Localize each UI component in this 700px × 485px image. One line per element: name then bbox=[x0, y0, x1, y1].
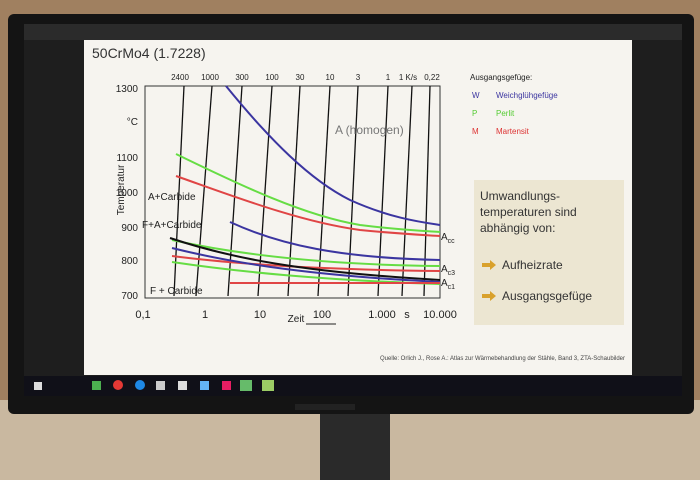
rate-label: 30 bbox=[296, 73, 305, 82]
rate-label: 3 bbox=[356, 73, 361, 82]
y-label: 1300 bbox=[116, 84, 139, 95]
info-line: Umwandlungs- bbox=[480, 189, 560, 203]
rate-label: 1 K/s bbox=[399, 73, 417, 82]
region-label: F + Carbide bbox=[150, 286, 203, 297]
rate-label: 300 bbox=[235, 73, 249, 82]
y-label: 800 bbox=[121, 256, 138, 267]
y-axis-title: Temperatur bbox=[116, 164, 127, 215]
legend-key: W bbox=[472, 91, 480, 100]
app-icon[interactable] bbox=[113, 380, 123, 390]
legend-key: P bbox=[472, 109, 477, 118]
region-label: A+Carbide bbox=[148, 192, 196, 203]
rate-label: 100 bbox=[265, 73, 279, 82]
x-label: 1 bbox=[202, 309, 208, 321]
x-label: 0,1 bbox=[135, 309, 150, 321]
x-unit: s bbox=[404, 309, 410, 321]
x-label: 100 bbox=[313, 309, 331, 321]
app-icon[interactable] bbox=[262, 380, 274, 391]
rate-label: 1 bbox=[386, 73, 391, 82]
region-label: F+A+Carbide bbox=[142, 220, 202, 231]
curve-label-sub: c1 bbox=[448, 284, 456, 291]
legend-text: Weichglühgefüge bbox=[496, 91, 558, 100]
rate-label: 10 bbox=[326, 73, 335, 82]
app-icon[interactable] bbox=[240, 380, 252, 391]
slide-title: 50CrMo4 (1.7228) bbox=[92, 45, 206, 61]
legend-title: Ausgangsgefüge: bbox=[470, 73, 532, 82]
app-icon[interactable] bbox=[92, 381, 101, 390]
curve-label-sub: cc bbox=[448, 238, 456, 245]
legend-text: Martensit bbox=[496, 127, 530, 136]
legend-key: M bbox=[472, 127, 479, 136]
x-label: 10 bbox=[254, 309, 266, 321]
x-axis-title: Zeit bbox=[288, 314, 305, 325]
y-label: 1100 bbox=[116, 153, 138, 164]
x-label: 10.000 bbox=[423, 309, 457, 321]
app-icon[interactable] bbox=[222, 381, 231, 390]
x-label: 1.000 bbox=[368, 309, 396, 321]
y-unit: °C bbox=[127, 117, 138, 128]
rate-label: 1000 bbox=[201, 73, 219, 82]
app-icon[interactable] bbox=[178, 381, 187, 390]
curve-label-sub: c3 bbox=[448, 270, 456, 277]
app-icon[interactable] bbox=[156, 381, 165, 390]
photo: 50CrMo4 (1.7228) 2400 1000 300 100 30 10 bbox=[0, 0, 700, 480]
rate-label: 0,22 bbox=[424, 73, 440, 82]
y-label: 900 bbox=[121, 223, 138, 234]
y-label: 700 bbox=[121, 291, 138, 302]
info-line: abhängig von: bbox=[480, 221, 555, 235]
start-icon[interactable] bbox=[34, 382, 42, 390]
app-icon[interactable] bbox=[200, 381, 209, 390]
info-bullet: Aufheizrate bbox=[502, 258, 563, 272]
legend-text: Perlit bbox=[496, 109, 515, 118]
source-note: Quelle: Orlich J., Rose A.: Atlas zur Wä… bbox=[380, 356, 625, 362]
app-icon[interactable] bbox=[135, 380, 145, 390]
page: 50CrMo4 (1.7228) 2400 1000 300 100 30 10 bbox=[0, 0, 700, 480]
info-bullet: Ausgangsgefüge bbox=[502, 289, 592, 303]
monitor-logo-area bbox=[295, 404, 355, 410]
window-titlebar bbox=[24, 24, 682, 40]
info-line: temperaturen sind bbox=[480, 205, 577, 219]
rate-label: 2400 bbox=[171, 73, 189, 82]
region-label: A (homogen) bbox=[335, 123, 404, 137]
monitor-stand bbox=[320, 405, 390, 480]
